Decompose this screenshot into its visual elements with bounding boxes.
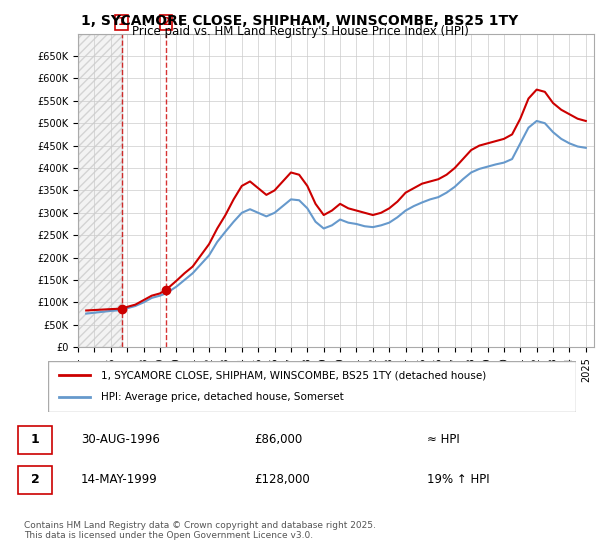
Text: 2: 2 xyxy=(31,473,40,486)
Text: 30-AUG-1996: 30-AUG-1996 xyxy=(81,433,160,446)
FancyBboxPatch shape xyxy=(48,361,576,412)
FancyBboxPatch shape xyxy=(18,466,52,493)
Text: 19% ↑ HPI: 19% ↑ HPI xyxy=(427,473,490,486)
Text: Price paid vs. HM Land Registry's House Price Index (HPI): Price paid vs. HM Land Registry's House … xyxy=(131,25,469,38)
Text: 1, SYCAMORE CLOSE, SHIPHAM, WINSCOMBE, BS25 1TY (detached house): 1, SYCAMORE CLOSE, SHIPHAM, WINSCOMBE, B… xyxy=(101,370,486,380)
Text: Contains HM Land Registry data © Crown copyright and database right 2025.
This d: Contains HM Land Registry data © Crown c… xyxy=(24,521,376,540)
Text: 14-MAY-1999: 14-MAY-1999 xyxy=(81,473,158,486)
Text: 1: 1 xyxy=(118,17,125,27)
Text: 2: 2 xyxy=(162,17,170,27)
Bar xyxy=(78,34,122,347)
Text: 1: 1 xyxy=(31,433,40,446)
Text: HPI: Average price, detached house, Somerset: HPI: Average price, detached house, Some… xyxy=(101,393,344,403)
Text: £128,000: £128,000 xyxy=(254,473,310,486)
Text: ≈ HPI: ≈ HPI xyxy=(427,433,460,446)
Text: £86,000: £86,000 xyxy=(254,433,302,446)
Text: 1, SYCAMORE CLOSE, SHIPHAM, WINSCOMBE, BS25 1TY: 1, SYCAMORE CLOSE, SHIPHAM, WINSCOMBE, B… xyxy=(82,14,518,28)
Bar xyxy=(78,34,122,347)
FancyBboxPatch shape xyxy=(18,426,52,454)
